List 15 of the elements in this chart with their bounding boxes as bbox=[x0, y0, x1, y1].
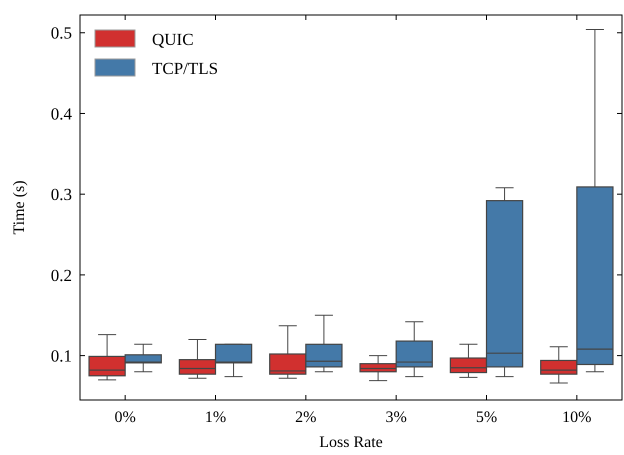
y-tick-label: 0.3 bbox=[50, 185, 72, 204]
y-tick-label: 0.4 bbox=[50, 104, 72, 124]
y-axis-title: Time (s) bbox=[11, 180, 28, 235]
y-tick-label: 0.1 bbox=[50, 346, 72, 366]
legend-label: TCP/TLS bbox=[152, 58, 218, 78]
y-tick-label: 0.5 bbox=[50, 24, 72, 43]
y-tick-label: 0.2 bbox=[50, 266, 72, 285]
x-tick-label: 2% bbox=[295, 409, 316, 426]
x-tick-label: 3% bbox=[386, 409, 407, 426]
x-tick-label: 1% bbox=[204, 409, 226, 426]
x-tick-label: 10% bbox=[562, 409, 592, 426]
x-tick-label: 0% bbox=[114, 409, 136, 426]
x-tick-label: 5% bbox=[476, 409, 498, 426]
legend-label: QUIC bbox=[152, 30, 194, 49]
x-axis-title: Loss Rate bbox=[319, 434, 383, 451]
